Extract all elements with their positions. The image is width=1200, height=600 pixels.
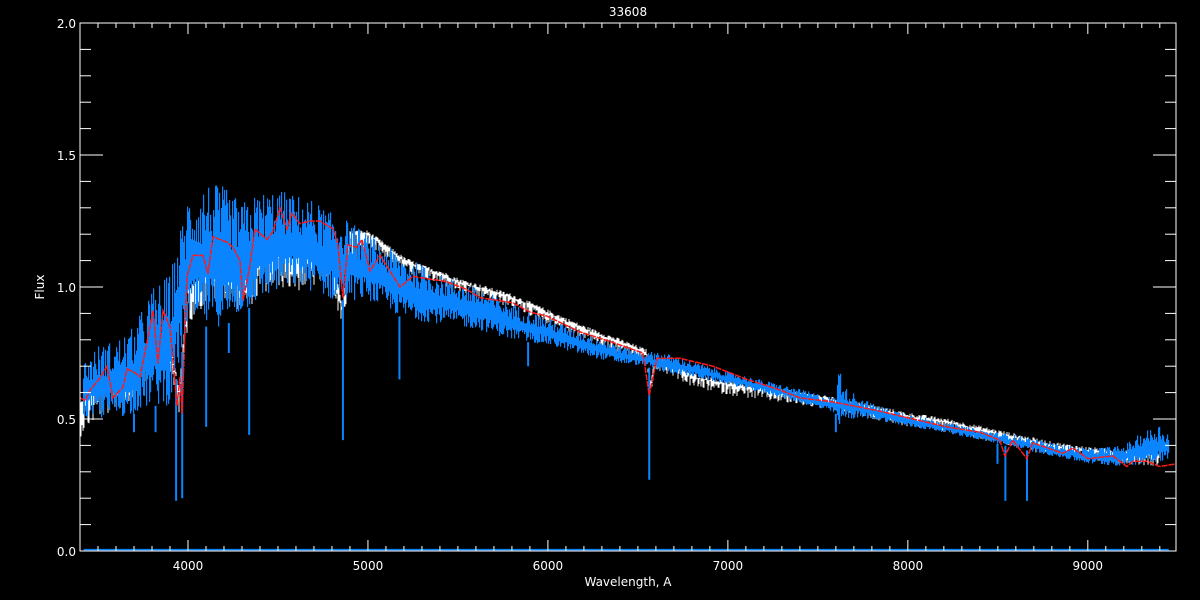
blue-spectrum-series — [82, 185, 1170, 466]
chart-title: 33608 — [609, 5, 647, 19]
x-axis-label: Wavelength, A — [584, 575, 672, 589]
red-smoothed-series — [79, 205, 1177, 468]
x-tick-label: 7000 — [713, 559, 744, 573]
x-tick-label: 6000 — [533, 559, 564, 573]
x-tick-label: 4000 — [173, 559, 204, 573]
x-tick-label: 5000 — [353, 559, 384, 573]
x-tick-label: 9000 — [1073, 559, 1104, 573]
series-layer — [79, 185, 1177, 551]
y-tick-label: 0.5 — [57, 413, 76, 427]
y-tick-label: 0.0 — [57, 545, 76, 559]
y-axis-label: Flux — [33, 275, 47, 300]
y-tick-label: 2.0 — [57, 17, 76, 31]
y-tick-label: 1.5 — [57, 149, 76, 163]
axes-layer: 4000 5000 6000 7000 8000 9000 0.0 0.5 1.0 1.5 2.0 — [57, 17, 1177, 573]
y-tick-label: 1.0 — [57, 281, 76, 295]
x-tick-label: 8000 — [893, 559, 924, 573]
